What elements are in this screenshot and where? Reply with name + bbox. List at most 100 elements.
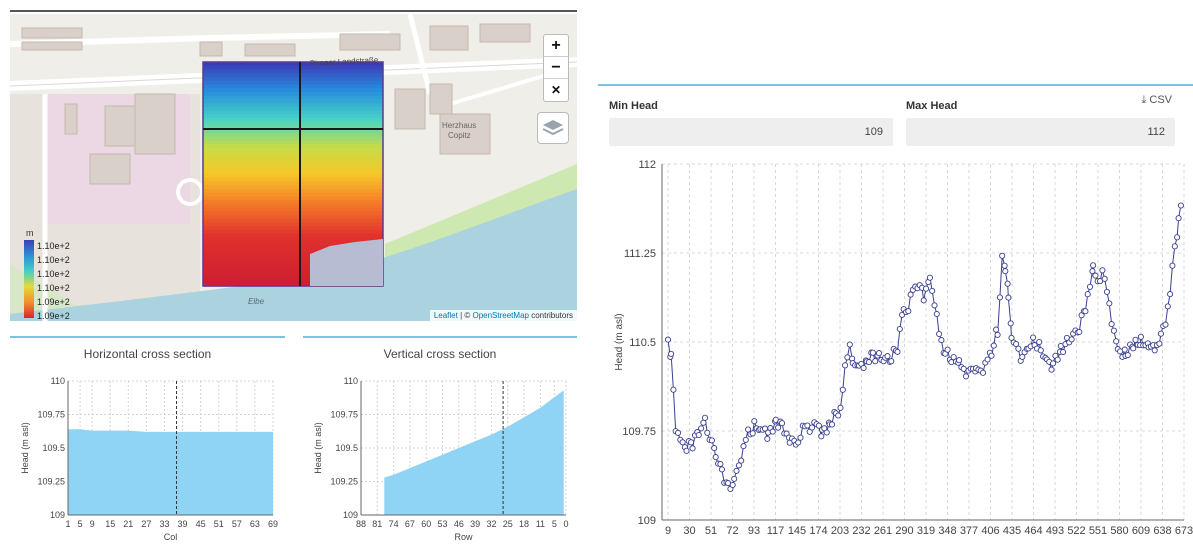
series-point bbox=[718, 466, 725, 473]
y-tick-label: 110 bbox=[51, 376, 65, 386]
series-point bbox=[711, 445, 718, 452]
series-point bbox=[797, 434, 804, 441]
y-tick-label: 109.75 bbox=[622, 426, 656, 438]
series-point bbox=[1090, 262, 1097, 269]
series-point bbox=[1015, 345, 1022, 352]
series-point bbox=[846, 341, 853, 348]
street-label: Pirnaer Landstraße bbox=[310, 55, 379, 68]
y-tick-label: 109 bbox=[638, 515, 656, 527]
series-point bbox=[1130, 345, 1137, 352]
legend-label: 1.09e+2 bbox=[37, 297, 70, 307]
csv-download-button[interactable]: ⤓ CSV bbox=[1141, 94, 1172, 107]
time-series-chart: 109 109.75 110.5 111.25 112 9 30 51 72 93 117 145 17… bbox=[614, 159, 1193, 537]
x-tick-label: 638 bbox=[1153, 525, 1171, 537]
head-band bbox=[203, 185, 383, 190]
x-axis-label: Row bbox=[454, 532, 473, 542]
head-band bbox=[203, 196, 383, 201]
head-band bbox=[203, 218, 383, 224]
head-band bbox=[203, 114, 383, 119]
x-tick-label: 580 bbox=[1110, 525, 1128, 537]
head-band bbox=[203, 99, 383, 104]
series-point bbox=[729, 481, 736, 489]
y-tick-label: 109.75 bbox=[37, 410, 65, 420]
x-tick-label: 464 bbox=[1024, 525, 1042, 537]
series-point bbox=[835, 412, 842, 419]
head-band bbox=[203, 203, 383, 209]
y-tick-label: 110 bbox=[344, 376, 358, 386]
osm-link[interactable]: OpenStreetMap bbox=[472, 311, 529, 320]
head-band bbox=[203, 147, 383, 153]
series-point bbox=[999, 252, 1006, 259]
zoom-out-button[interactable]: − bbox=[544, 57, 568, 79]
series-point bbox=[674, 429, 682, 436]
series-point bbox=[1124, 352, 1131, 359]
layers-button[interactable] bbox=[537, 112, 569, 144]
series-point bbox=[689, 445, 696, 452]
y-tick-label: 111.25 bbox=[624, 248, 656, 260]
map-canvas[interactable]: Pirnaer Landstraße Elbe Herzhaus Copitz … bbox=[10, 14, 577, 321]
series-point bbox=[740, 443, 747, 450]
x-tick-label: 493 bbox=[1046, 525, 1064, 537]
series-point bbox=[688, 439, 695, 446]
series-point bbox=[1175, 215, 1182, 222]
series-point bbox=[988, 352, 995, 359]
series-point bbox=[775, 424, 782, 431]
x-tick-label: 57 bbox=[232, 519, 242, 529]
x-tick-label: 60 bbox=[421, 519, 431, 529]
head-band bbox=[203, 248, 383, 253]
y-axis-label: Head (m asl) bbox=[614, 313, 625, 370]
head-band bbox=[203, 200, 383, 205]
series-point bbox=[735, 462, 742, 469]
x-tick-label: 25 bbox=[503, 519, 513, 529]
series-point bbox=[996, 294, 1003, 301]
head-band bbox=[203, 241, 383, 246]
y-tick-label: 110.5 bbox=[629, 337, 656, 349]
leaflet-link[interactable]: Leaflet bbox=[433, 311, 458, 320]
head-grid-overlay bbox=[203, 62, 383, 287]
head-band bbox=[203, 211, 383, 216]
series-point bbox=[842, 362, 849, 369]
x-tick-label: 45 bbox=[196, 519, 206, 529]
legend-label: 1.10e+2 bbox=[37, 255, 70, 265]
fullscreen-button[interactable]: ✕ bbox=[550, 83, 562, 97]
head-band bbox=[203, 125, 383, 130]
series-point bbox=[837, 404, 844, 411]
x-tick-label: 0 bbox=[563, 519, 568, 529]
series-point bbox=[839, 386, 846, 393]
x-tick-label: 53 bbox=[438, 519, 448, 529]
x-tick-label: 145 bbox=[788, 525, 806, 537]
head-band bbox=[203, 88, 383, 93]
head-band bbox=[203, 80, 383, 85]
x-tick-label: 46 bbox=[454, 519, 464, 529]
series-point bbox=[698, 425, 705, 432]
legend-label: 1.10e+2 bbox=[37, 283, 70, 293]
series-point bbox=[896, 325, 903, 333]
head-band bbox=[203, 166, 383, 171]
x-tick-label: 30 bbox=[683, 525, 695, 537]
head-band bbox=[203, 106, 383, 112]
series-point bbox=[664, 336, 672, 343]
head-band bbox=[203, 95, 383, 100]
zoom-in-button[interactable]: + bbox=[544, 35, 568, 57]
series-point bbox=[1113, 338, 1120, 345]
head-band bbox=[203, 177, 383, 182]
series-point bbox=[1121, 346, 1128, 353]
x-tick-label: 232 bbox=[852, 525, 870, 537]
y-tick-label: 109.75 bbox=[330, 410, 358, 420]
series-point bbox=[984, 356, 991, 363]
x-tick-label: 18 bbox=[519, 519, 529, 529]
x-tick-label: 435 bbox=[1003, 525, 1021, 537]
series-point bbox=[1048, 366, 1055, 373]
series-point bbox=[1092, 272, 1099, 279]
series-point bbox=[769, 428, 776, 435]
legend-label: 1.09e+2 bbox=[37, 311, 70, 321]
head-band bbox=[203, 226, 383, 231]
head-band bbox=[203, 207, 383, 212]
head-band bbox=[203, 174, 383, 179]
head-band bbox=[203, 65, 383, 70]
series-point bbox=[701, 414, 709, 421]
head-band bbox=[203, 274, 383, 280]
x-tick-label: 32 bbox=[486, 519, 496, 529]
